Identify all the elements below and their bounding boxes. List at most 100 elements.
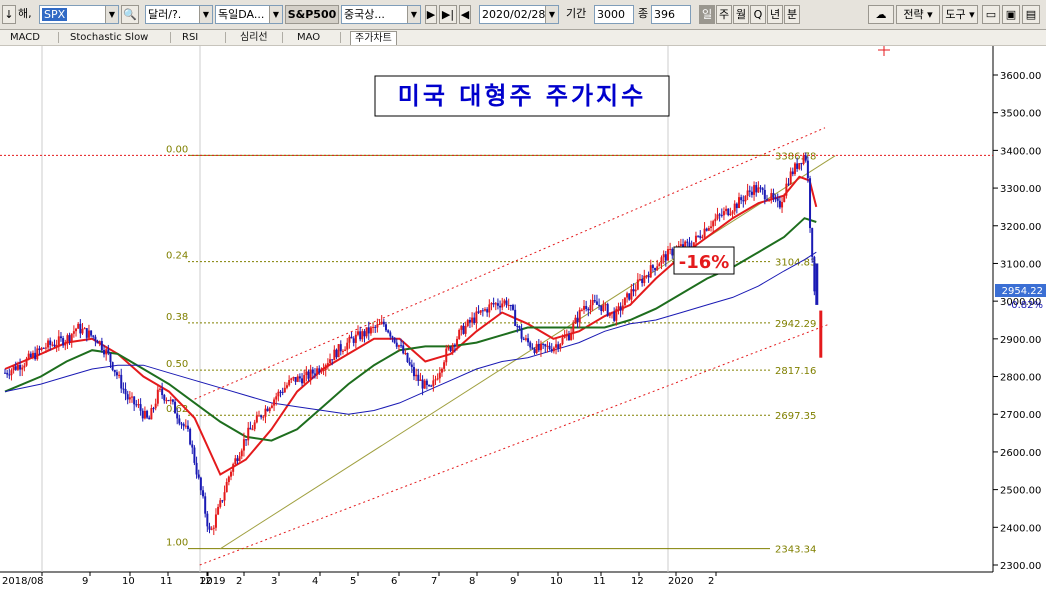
candle-body	[419, 379, 422, 381]
interval-minute[interactable]: 분	[784, 5, 800, 24]
step-forward-icon[interactable]: ▶|	[439, 5, 457, 24]
candle-body	[746, 190, 749, 196]
tab-mao[interactable]: MAO	[297, 32, 321, 43]
candle-body	[29, 353, 32, 358]
candle-body	[488, 304, 491, 313]
folder-icon[interactable]: ▭	[982, 5, 1000, 24]
candle-body	[303, 375, 306, 384]
currency-select[interactable]: 달러/?. ▼	[145, 5, 213, 24]
x-tick-label: 4	[312, 576, 318, 587]
region-select[interactable]: 독일DA... ▼	[215, 5, 283, 24]
candle-body	[31, 352, 34, 358]
date-field[interactable]: 2020/02/28 ▼	[479, 5, 559, 24]
candle-body	[245, 439, 248, 441]
candle-body	[565, 335, 568, 337]
candle-body	[694, 235, 697, 243]
candle-body	[671, 248, 674, 256]
strategy-button[interactable]: 전략 ▾	[896, 5, 940, 24]
x-tick-label: 3	[271, 576, 277, 587]
annotation-box	[673, 246, 735, 275]
candle-body	[606, 304, 609, 316]
candle-body	[148, 417, 151, 420]
y-tick-label: 2300.00	[1000, 561, 1041, 572]
interval-month[interactable]: 월	[733, 5, 749, 24]
interval-day[interactable]: 일	[699, 5, 715, 24]
candle-body	[232, 464, 235, 472]
candle-body	[533, 348, 536, 353]
candle-body	[301, 378, 304, 384]
interval-quarter[interactable]: Q	[750, 5, 766, 24]
candle-body	[6, 372, 9, 375]
index-name-button[interactable]: S&P500	[285, 5, 339, 24]
candle-body	[748, 190, 751, 192]
x-tick-label: 10	[550, 576, 563, 587]
interval-week[interactable]: 주	[716, 5, 732, 24]
save-icon[interactable]: ▣	[1002, 5, 1020, 24]
candle-body	[208, 526, 211, 530]
x-tick-label: 11	[593, 576, 606, 587]
tab-rsi[interactable]: RSI	[182, 32, 199, 43]
chevron-down-icon[interactable]: ▼	[407, 6, 420, 23]
count-input[interactable]: 396	[651, 5, 691, 24]
candle-body	[333, 349, 336, 361]
candle-body	[643, 275, 646, 284]
candle-body	[397, 345, 400, 347]
tab-psychology[interactable]: 심리선	[240, 32, 268, 43]
y-tick-label: 2700.00	[1000, 410, 1041, 421]
fibonacci-value: 2817.16	[775, 366, 816, 377]
tools-label: 도구	[945, 8, 966, 21]
candle-body	[352, 338, 355, 343]
candle-body	[165, 400, 168, 402]
candle-body	[679, 244, 682, 246]
candle-body	[139, 404, 142, 411]
tab-stochastic[interactable]: Stochastic Slow	[70, 32, 149, 43]
x-tick-label: 12	[631, 576, 644, 587]
tab-macd[interactable]: MACD	[10, 32, 40, 43]
country-select[interactable]: 중국상... ▼	[341, 5, 421, 24]
candle-body	[171, 399, 174, 402]
candle-body	[14, 366, 17, 370]
candle-body	[204, 496, 207, 514]
candle-body	[503, 300, 506, 304]
candle-body	[496, 303, 499, 306]
candle-body	[501, 303, 504, 308]
interval-year[interactable]: 년	[767, 5, 783, 24]
fibonacci-ratio: 0.38	[166, 312, 188, 323]
chevron-down-icon[interactable]: ▼	[269, 6, 282, 23]
candle-body	[70, 333, 73, 342]
candle-body	[656, 266, 659, 270]
candle-body	[290, 378, 293, 380]
candle-body	[511, 305, 514, 310]
candle-body	[122, 388, 125, 390]
symbol-input[interactable]: SPX ▼	[39, 5, 119, 24]
step-back-icon[interactable]: ◀	[459, 5, 471, 24]
candle-body	[230, 471, 233, 477]
candle-body	[359, 331, 362, 340]
candle-body	[712, 221, 715, 227]
chevron-down-icon[interactable]: ▼	[105, 6, 118, 23]
candle-body	[255, 415, 258, 423]
candle-body	[320, 370, 323, 373]
candle-body	[44, 347, 47, 349]
candle-body	[529, 342, 532, 348]
candle-body	[393, 337, 396, 343]
arrow-down-button[interactable]: ↓	[2, 5, 16, 24]
candle-body	[150, 408, 153, 420]
x-tick-label: 12	[199, 576, 212, 587]
candle-body	[363, 331, 366, 337]
candle-body	[692, 242, 695, 249]
candle-body	[339, 344, 342, 352]
chevron-down-icon[interactable]: ▼	[199, 6, 212, 23]
candle-body	[251, 429, 254, 431]
cloud-icon[interactable]: ☁	[868, 5, 894, 24]
print-icon[interactable]: ▤	[1022, 5, 1040, 24]
play-icon[interactable]: ▶	[425, 5, 437, 24]
candle-body	[516, 325, 519, 327]
tools-button[interactable]: 도구 ▾	[942, 5, 978, 24]
candle-body	[238, 456, 241, 462]
search-icon[interactable]: 🔍	[121, 5, 139, 24]
candle-body	[133, 396, 136, 405]
chevron-down-icon[interactable]: ▼	[545, 6, 558, 23]
period-input[interactable]: 3000	[594, 5, 634, 24]
tab-price-chart[interactable]: 주가차트	[350, 31, 397, 45]
